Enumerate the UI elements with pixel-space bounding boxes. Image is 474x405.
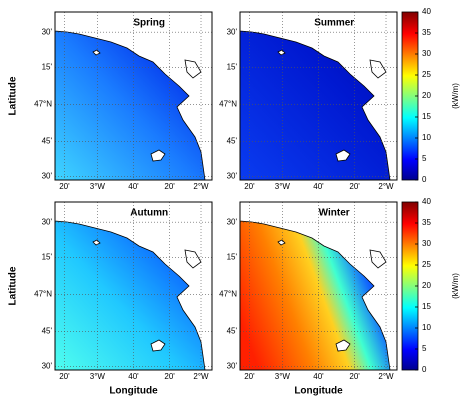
x-tick-label: 20' (244, 372, 255, 381)
x-tick-label: 2°W (378, 372, 394, 381)
y-tick-label: 47°N (219, 100, 237, 109)
x-tick-label: 20' (244, 182, 255, 191)
x-tick-label: 2°W (193, 372, 209, 381)
x-tick-label: 40' (128, 372, 139, 381)
y-tick-label: 15' (227, 63, 238, 72)
colorbar-tick-label: 25 (422, 70, 431, 79)
panel-title: Winter (319, 208, 350, 219)
colorbar-tick-label: 40 (422, 197, 431, 206)
x-tick-label: 40' (313, 182, 324, 191)
frame (54, 11, 213, 181)
y-axis-label: Latitude (8, 266, 19, 305)
y-tick-label: 30' (227, 217, 238, 226)
y-tick-label: 30' (227, 172, 238, 181)
colorbar-tick-label: 30 (422, 239, 431, 248)
colorbar-tick-label: 40 (422, 7, 431, 16)
x-tick-label: 40' (128, 182, 139, 191)
colorbar-tick-label: 25 (422, 260, 431, 269)
y-tick-label: 45' (42, 136, 53, 145)
y-tick-label: 47°N (34, 290, 52, 299)
x-tick-label: 3°W (275, 372, 291, 381)
colorbar-tick-label: 10 (422, 323, 431, 332)
colorbar-tick-label: 5 (422, 344, 427, 353)
y-axis-label: Latitude (8, 76, 19, 115)
colorbar-tick-label: 30 (422, 49, 431, 58)
panel-title: Spring (133, 18, 165, 29)
y-tick-label: 30' (42, 172, 53, 181)
map-panel: 20' 3°W 40' 20' 2°W 30' 15' 47°N 45' 30' Autumn (34, 201, 213, 381)
y-tick-label: 15' (42, 63, 53, 72)
colorbar-tick-label: 20 (422, 281, 431, 290)
y-tick-label: 30' (42, 362, 53, 371)
y-tick-label: 47°N (219, 290, 237, 299)
y-tick-label: 47°N (34, 100, 52, 109)
y-tick-label: 45' (227, 136, 238, 145)
x-tick-label: 3°W (90, 372, 106, 381)
colorbar-tick-label: 10 (422, 133, 431, 142)
panel-title: Summer (314, 18, 354, 29)
y-tick-label: 45' (42, 326, 53, 335)
x-tick-label: 2°W (193, 182, 209, 191)
x-axis-label: Longitude (109, 386, 158, 397)
x-axis-label: Longitude (294, 386, 343, 397)
x-tick-label: 20' (349, 372, 360, 381)
colorbar-tick-label: 5 (422, 154, 427, 163)
frame (239, 201, 398, 371)
colorbar-tick-label: 0 (422, 175, 427, 184)
x-tick-label: 20' (164, 182, 175, 191)
x-tick-label: 20' (164, 372, 175, 381)
x-tick-label: 2°W (378, 182, 394, 191)
y-tick-label: 30' (227, 362, 238, 371)
colorbar-tick-label: 20 (422, 91, 431, 100)
x-tick-label: 20' (59, 372, 70, 381)
x-tick-label: 40' (313, 372, 324, 381)
y-tick-label: 15' (42, 253, 53, 262)
map-panel: 20' 3°W 40' 20' 2°W 30' 15' 47°N 45' 30' Winter (219, 201, 398, 381)
colorbar-tick-label: 15 (422, 302, 431, 311)
panel-title: Autumn (130, 208, 168, 219)
x-tick-label: 20' (349, 182, 360, 191)
map-panel: 20' 3°W 40' 20' 2°W 30' 15' 47°N 45' 30' Spring (34, 11, 213, 191)
x-tick-label: 20' (59, 182, 70, 191)
y-tick-label: 30' (227, 27, 238, 36)
map-panel: 20' 3°W 40' 20' 2°W 30' 15' 47°N 45' 30' Summer (219, 11, 398, 191)
colorbar-tick-label: 35 (422, 218, 431, 227)
colorbar-tick-label: 15 (422, 112, 431, 121)
x-tick-label: 3°W (90, 182, 106, 191)
colorbar-label: (kW/m) (451, 273, 460, 299)
y-tick-label: 30' (42, 217, 53, 226)
colorbar-tick-label: 35 (422, 28, 431, 37)
x-tick-label: 3°W (275, 182, 291, 191)
colorbar-label: (kW/m) (451, 83, 460, 109)
frame (239, 11, 398, 181)
y-tick-label: 15' (227, 253, 238, 262)
colorbar-tick-label: 0 (422, 365, 427, 374)
y-tick-label: 30' (42, 27, 53, 36)
frame (54, 201, 213, 371)
y-tick-label: 45' (227, 326, 238, 335)
